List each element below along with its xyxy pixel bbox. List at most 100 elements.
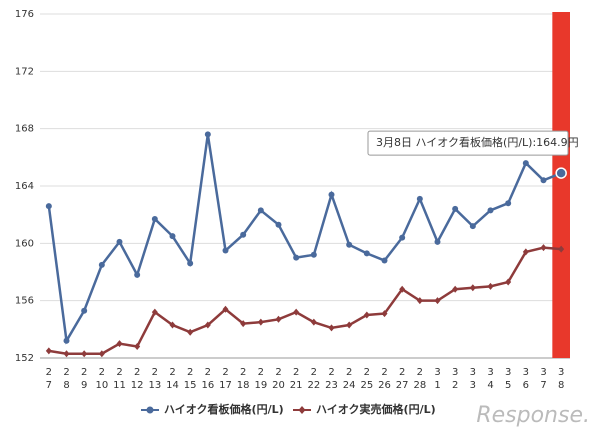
data-point [363, 311, 370, 319]
x-tick-month: 3 [540, 367, 546, 378]
x-tick-month: 2 [81, 367, 87, 378]
x-tick-day: 8 [63, 380, 69, 391]
x-tick-day: 28 [413, 380, 426, 391]
x-tick-day: 10 [95, 380, 108, 391]
x-tick-day: 4 [487, 380, 493, 391]
series-line [47, 134, 562, 345]
x-tick-month: 2 [399, 367, 405, 378]
data-point [346, 241, 353, 248]
data-point [116, 238, 123, 245]
x-tick-day: 6 [523, 380, 529, 391]
data-point [63, 337, 70, 344]
data-point [310, 318, 317, 326]
data-point [487, 207, 494, 214]
x-tick-month: 3 [434, 367, 440, 378]
data-point [328, 324, 335, 332]
x-tick-month: 2 [293, 367, 299, 378]
data-point [452, 205, 459, 212]
data-point [151, 215, 158, 222]
x-tick-month: 3 [558, 367, 564, 378]
data-point [522, 160, 529, 167]
data-point [187, 328, 194, 336]
data-point [540, 177, 547, 184]
x-tick-day: 3 [470, 380, 476, 391]
data-point [134, 343, 141, 351]
data-point [257, 318, 264, 326]
x-tick-month: 2 [275, 367, 281, 378]
x-tick-day: 19 [254, 380, 267, 391]
x-tick-month: 2 [205, 367, 211, 378]
data-point [116, 340, 123, 348]
x-tick-day: 17 [219, 380, 232, 391]
data-point [204, 321, 211, 329]
x-tick-month: 2 [258, 367, 264, 378]
x-tick-month: 2 [381, 367, 387, 378]
data-point [98, 261, 105, 268]
x-tick-day: 18 [237, 380, 250, 391]
data-point [487, 282, 494, 290]
x-tick-month: 2 [152, 367, 158, 378]
legend-marker [298, 406, 306, 414]
x-tick-day: 13 [148, 380, 161, 391]
x-tick-month: 3 [505, 367, 511, 378]
x-tick-day: 27 [396, 380, 409, 391]
tooltip-box [367, 130, 569, 156]
data-point [81, 307, 88, 314]
x-tick-day: 23 [325, 380, 338, 391]
data-point [540, 244, 547, 252]
x-tick-day: 21 [290, 380, 303, 391]
data-point [328, 191, 335, 198]
data-point [187, 260, 194, 267]
data-point [45, 347, 52, 355]
x-tick-month: 2 [311, 367, 317, 378]
x-tick-month: 3 [487, 367, 493, 378]
data-point [399, 234, 406, 241]
data-point [558, 245, 565, 253]
data-point [522, 248, 529, 256]
x-tick-day: 22 [307, 380, 320, 391]
x-tick-day: 14 [166, 380, 179, 391]
data-point [257, 207, 264, 214]
data-point [452, 285, 459, 293]
x-tick-day: 8 [558, 380, 564, 391]
data-point [505, 200, 512, 207]
x-tick-month: 2 [169, 367, 175, 378]
data-point [416, 297, 423, 305]
watermark: Response. [476, 403, 590, 428]
data-point [346, 321, 353, 329]
y-tick-label: 152 [15, 353, 34, 364]
x-tick-month: 2 [364, 367, 370, 378]
y-tick-label: 160 [15, 238, 34, 249]
data-point [169, 321, 176, 329]
data-point [222, 305, 229, 313]
data-point [555, 167, 567, 179]
x-tick-month: 2 [328, 367, 334, 378]
data-point [310, 251, 317, 258]
legend-label: ハイオク看板価格(円/L) [164, 402, 284, 416]
data-point [98, 350, 105, 358]
data-point [240, 231, 247, 238]
x-tick-month: 2 [63, 367, 69, 378]
tooltip-text: 3月8日 ハイオク看板価格(円/L):164.9円 [376, 135, 579, 149]
x-tick-month: 2 [417, 367, 423, 378]
x-tick-day: 25 [360, 380, 373, 391]
data-point [204, 131, 211, 138]
x-tick-month: 2 [346, 367, 352, 378]
data-point [381, 310, 388, 318]
x-tick-month: 2 [240, 367, 246, 378]
x-tick-day: 2 [452, 380, 458, 391]
legend-marker [146, 406, 154, 414]
data-point [505, 278, 512, 286]
x-tick-month: 3 [470, 367, 476, 378]
y-tick-label: 156 [15, 296, 34, 307]
x-tick-month: 2 [134, 367, 140, 378]
x-tick-day: 20 [272, 380, 285, 391]
y-tick-label: 176 [15, 9, 34, 20]
data-point [222, 247, 229, 254]
data-point [381, 257, 388, 264]
x-tick-day: 11 [113, 380, 126, 391]
x-tick-day: 26 [378, 380, 391, 391]
x-tick-month: 3 [523, 367, 529, 378]
